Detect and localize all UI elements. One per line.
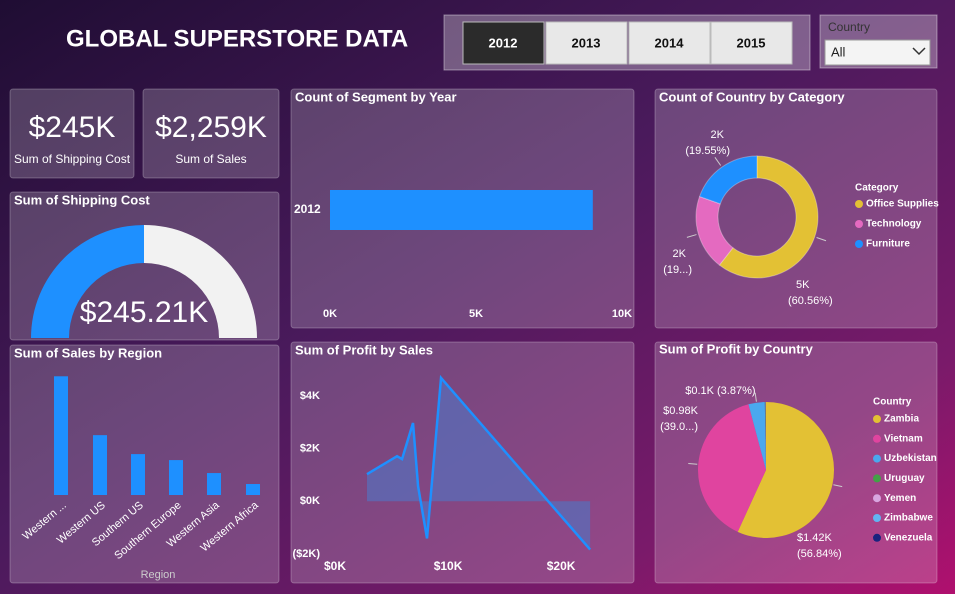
card-label: Sum of Shipping Cost [14,152,131,166]
legend-title: Country [873,397,912,408]
y-tick-label: 2012 [294,202,321,216]
data-label: (39.0...) [660,421,698,433]
legend-label: Yemen [884,493,916,504]
y-tick-label: ($2K) [292,548,320,560]
data-label: $1.42K [797,532,833,544]
data-label: (3.87%) [717,385,756,397]
x-axis-title: Region [141,569,176,581]
legend-marker [873,415,881,423]
data-label: (19...) [663,264,692,276]
x-tick-label: $20K [547,559,576,573]
year-button-label: 2015 [737,35,766,50]
legend-label: Uruguay [884,473,925,484]
legend-label: Office Supplies [866,199,939,210]
x-tick-label: $10K [434,559,463,573]
legend-title: Category [855,183,899,194]
legend-label: Venezuela [884,532,933,543]
x-tick-label: $0K [324,559,346,573]
legend-label: Zambia [884,414,919,425]
bar [93,435,107,495]
legend-label: Uzbekistan [884,453,937,464]
data-label: 5K [796,279,810,291]
data-label: 2K [673,248,687,260]
bar [54,376,68,495]
chart-title: Count of Segment by Year [295,89,457,104]
data-label: (19.55%) [685,145,730,157]
legend-marker [873,435,881,443]
chart-title: Count of Country by Category [659,89,845,104]
bar [131,454,145,495]
data-label: (60.56%) [788,295,833,307]
legend-marker [873,494,881,502]
card-value: $245K [29,111,116,144]
data-label: $0.98K [663,405,699,417]
card-label: Sum of Sales [175,152,246,166]
chart-title: Sum of Profit by Country [659,341,814,356]
year-button-label: 2014 [655,35,685,50]
legend-label: Zimbabwe [884,513,933,524]
bar [169,460,183,495]
data-label: $0.1K [685,385,714,397]
dropdown-value: All [831,44,846,59]
legend-marker [873,455,881,463]
year-button-label: 2012 [489,35,518,50]
bar [330,190,593,230]
legend-marker [855,220,863,228]
legend-marker [855,200,863,208]
legend-marker [873,534,881,542]
legend-marker [855,240,863,248]
legend-label: Vietnam [884,433,923,444]
dashboard-title: GLOBAL SUPERSTORE DATA [66,25,408,52]
data-label: (56.84%) [797,548,842,560]
x-tick-label: 0K [323,308,337,320]
gauge-label: $245.21K [80,296,208,329]
chart-title: Sum of Sales by Region [14,345,162,360]
x-tick-label: 5K [469,308,483,320]
card-value: $2,259K [155,111,267,144]
x-tick-label: 10K [612,308,632,320]
chart-title: Sum of Shipping Cost [14,192,150,207]
legend-marker [873,474,881,482]
legend-marker [873,514,881,522]
bar [246,484,260,495]
legend-label: Furniture [866,239,910,250]
data-label: 2K [711,129,725,141]
y-tick-label: $2K [300,442,320,454]
y-tick-label: $4K [300,390,320,402]
bar [207,473,221,495]
filter-label: Country [828,20,870,34]
year-button-label: 2013 [572,35,601,50]
chart-title: Sum of Profit by Sales [295,342,433,357]
y-tick-label: $0K [300,495,320,507]
legend-label: Technology [866,219,922,230]
